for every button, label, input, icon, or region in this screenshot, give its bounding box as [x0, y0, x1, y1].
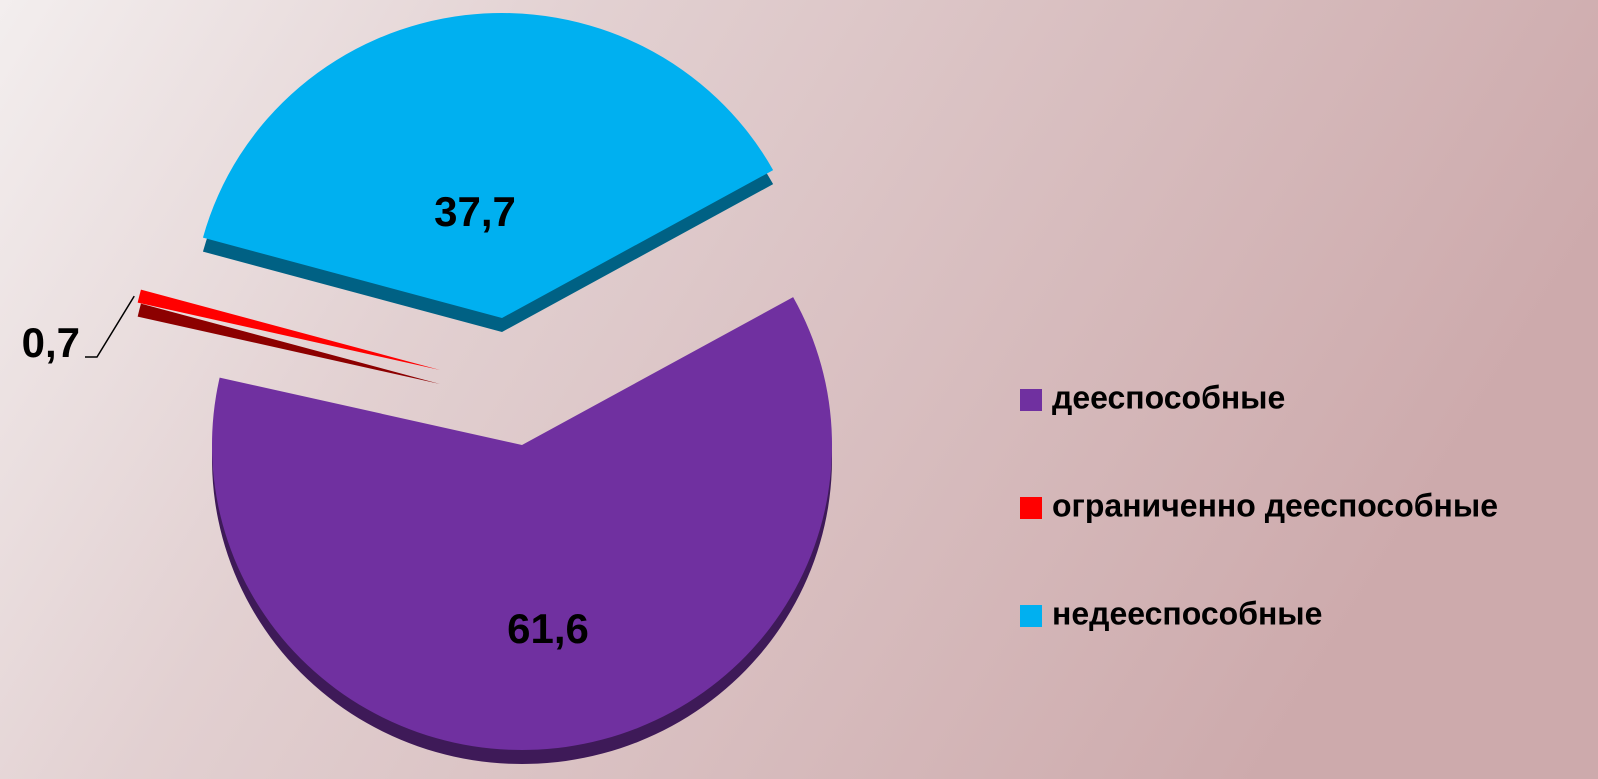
value-label: 37,7 — [434, 188, 516, 235]
pie: 61,6 0,7 37,7 — [22, 13, 833, 765]
slice — [137, 289, 440, 370]
value-label: 61,6 — [507, 605, 589, 652]
legend-swatch — [1020, 497, 1042, 519]
legend-swatch — [1020, 605, 1042, 627]
slice — [202, 13, 774, 319]
slice-side — [137, 303, 440, 384]
legend-label: дееспособные — [1052, 379, 1285, 415]
legend-label: недееспособные — [1052, 595, 1322, 631]
legend: дееспособные ограниченно дееспособные неде… — [1020, 379, 1498, 631]
slice — [211, 297, 833, 751]
leader-line — [85, 295, 135, 358]
legend-swatch — [1020, 389, 1042, 411]
value-label: 0,7 — [22, 319, 80, 366]
legend-label: ограниченно дееспособные — [1052, 487, 1498, 523]
